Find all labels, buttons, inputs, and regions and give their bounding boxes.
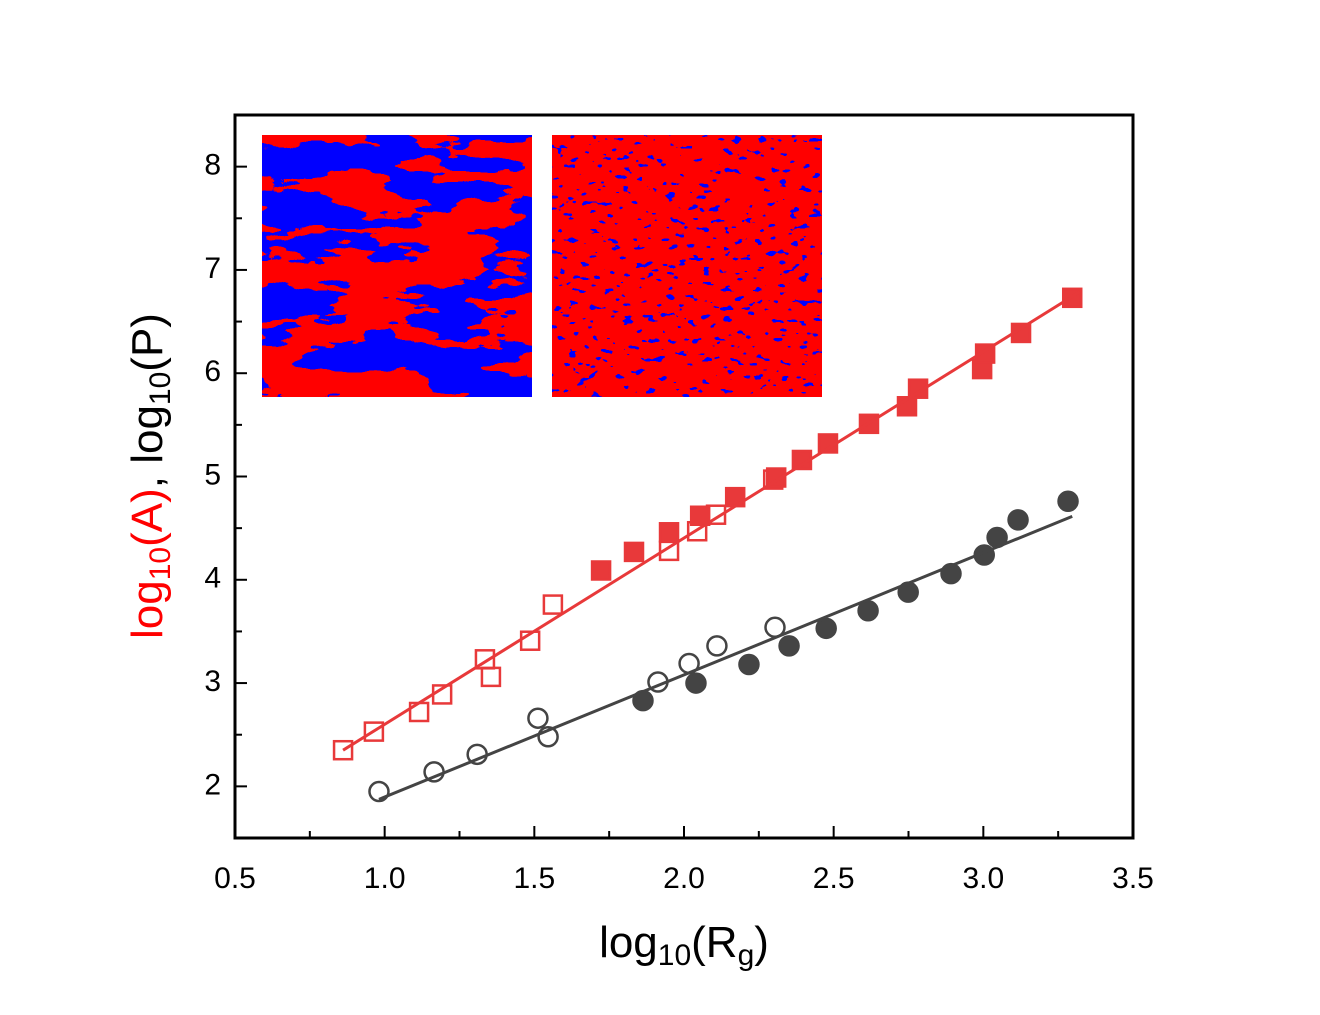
data-point (1057, 490, 1079, 513)
data-point (332, 739, 354, 761)
data-point (685, 672, 707, 694)
x-tick-label: 1.5 (513, 862, 555, 895)
data-point (689, 505, 711, 526)
data-point (537, 726, 559, 748)
axis-label-part: g (738, 939, 755, 972)
inset-image (552, 135, 822, 397)
axis-label-part: (A) (123, 488, 172, 547)
data-point (738, 653, 760, 676)
data-point (907, 378, 929, 399)
axis-label-part: (P) (123, 313, 172, 372)
data-point (480, 666, 502, 688)
data-point (706, 635, 728, 657)
fit-line (378, 514, 1073, 801)
axis-label-part: 10 (144, 547, 177, 580)
axis-label-part: 10 (144, 372, 177, 405)
fit-line (342, 290, 1081, 752)
y-axis-label: log10(A), log10(P) (123, 313, 177, 639)
y-tick-label: 8 (204, 149, 221, 182)
y-tick-label: 5 (204, 458, 221, 491)
data-point (623, 541, 645, 563)
inset-image (262, 135, 532, 397)
axis-label-part: log (123, 580, 172, 639)
x-tick-label: 0.5 (214, 862, 256, 895)
axis-label-part: log (599, 918, 658, 967)
x-tick-label: 2.0 (663, 862, 705, 895)
data-point (542, 594, 564, 615)
data-point (368, 780, 390, 803)
y-tick-label: 3 (204, 665, 221, 698)
x-axis-label: log10(Rg) (599, 918, 769, 972)
data-point (857, 600, 879, 622)
y-tick-label: 7 (204, 252, 221, 285)
data-point (815, 617, 837, 640)
axis-label-part: ) (754, 918, 769, 967)
axis-label-part: , log (123, 405, 172, 488)
data-point (1007, 509, 1029, 531)
data-point (363, 721, 385, 742)
data-point (778, 635, 800, 657)
data-point (658, 522, 680, 543)
y-tick-label: 2 (204, 768, 221, 801)
x-tick-label: 2.5 (813, 862, 855, 895)
axis-label-part: (R (691, 918, 737, 967)
axis-label-part: 10 (658, 939, 691, 972)
x-tick-label: 3.0 (962, 862, 1004, 895)
y-tick-label: 6 (204, 355, 221, 388)
x-tick-label: 1.0 (364, 862, 406, 895)
y-tick-label: 4 (204, 562, 221, 595)
data-point (527, 707, 549, 729)
x-tick-label: 3.5 (1112, 862, 1154, 895)
data-point (590, 560, 612, 581)
